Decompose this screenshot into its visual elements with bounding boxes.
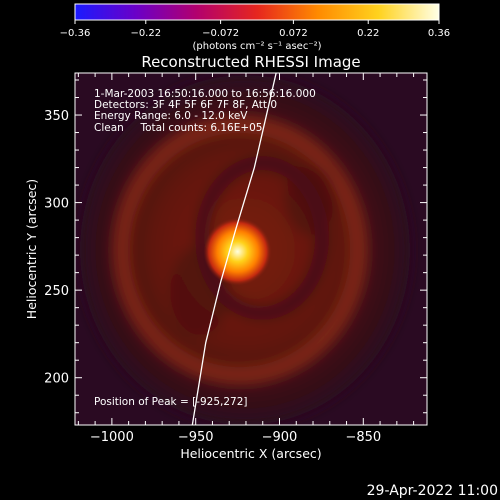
- colorbar-tick-label: 0.36: [428, 28, 450, 39]
- y-tick-label: 200: [44, 372, 69, 387]
- colorbar-units: (photons cm⁻² s⁻¹ asec⁻²): [192, 41, 321, 52]
- info-line-clean: Clean Total counts: 6.16E+05: [94, 122, 263, 134]
- colorbar-tick-label: 0.072: [279, 28, 308, 39]
- peak-source: [203, 217, 272, 286]
- chart-title: Reconstructed RHESSI Image: [141, 53, 360, 71]
- x-tick-label: −850: [345, 430, 381, 445]
- colorbar-ticks: −0.36 −0.22 −0.072 0.072 0.22 0.36: [60, 20, 450, 39]
- colorbar: −0.36 −0.22 −0.072 0.072 0.22 0.36 (photons c…: [60, 3, 450, 52]
- y-tick-label: 250: [44, 284, 69, 299]
- x-tick-label: −900: [262, 430, 298, 445]
- y-tick-label: 350: [44, 109, 69, 124]
- x-axis: −1000 −950 −900 −850: [77, 73, 415, 445]
- footer-timestamp: 29-Apr-2022 11:00: [367, 483, 498, 499]
- colorbar-tick-label: −0.072: [202, 28, 239, 39]
- info-block: 1-Mar-2003 16:50:16.000 to 16:56:16.000 …: [94, 88, 316, 134]
- peak-position-label: Position of Peak = [-925,272]: [94, 396, 248, 408]
- solar-limb-line: [191, 73, 277, 425]
- plot-area: [75, 73, 427, 425]
- y-axis-label: Heliocentric Y (arcsec): [24, 179, 39, 319]
- plot-frame: [74, 72, 428, 426]
- x-tick-label: −1000: [90, 430, 134, 445]
- x-axis-label: Heliocentric X (arcsec): [180, 446, 321, 461]
- colorbar-gradient: [74, 3, 440, 21]
- x-tick-label: −950: [178, 430, 214, 445]
- colorbar-tick-label: −0.22: [130, 28, 161, 39]
- colorbar-tick-label: −0.36: [60, 28, 91, 39]
- info-line-time: 1-Mar-2003 16:50:16.000 to 16:56:16.000: [94, 88, 316, 100]
- info-line-detectors: Detectors: 3F 4F 5F 6F 7F 8F, Att 0: [94, 99, 277, 111]
- info-line-energy: Energy Range: 6.0 - 12.0 keV: [94, 110, 248, 122]
- y-tick-label: 300: [44, 197, 69, 212]
- colorbar-tick-label: 0.22: [357, 28, 379, 39]
- y-axis: 200 250 300 350: [44, 79, 427, 414]
